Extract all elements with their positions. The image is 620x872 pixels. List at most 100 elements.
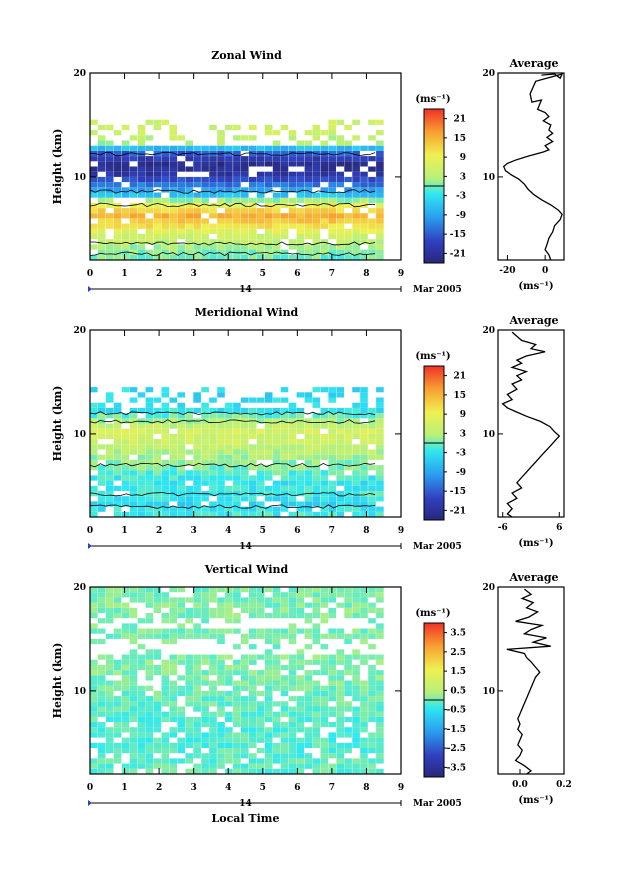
heatmap-cell [129, 758, 138, 764]
heatmap-cell [97, 675, 106, 681]
heatmap-cell [280, 465, 289, 471]
heatmap-cell [105, 711, 114, 717]
heatmap-cell [129, 664, 138, 671]
heatmap-cell [185, 156, 193, 162]
heatmap-cell [249, 208, 257, 214]
heatmap-cell [97, 192, 106, 198]
heatmap-cell [145, 654, 154, 660]
heatmap-cell [249, 423, 257, 429]
heatmap-cell [256, 156, 265, 162]
heatmap-cell [185, 501, 193, 507]
heatmap-cell [280, 675, 289, 681]
heatmap-cell [376, 130, 384, 136]
y-axis-label: Height (km) [51, 643, 64, 719]
heatmap-cell [169, 654, 178, 660]
heatmap-cell [336, 454, 344, 460]
heatmap-cell [336, 649, 344, 655]
heatmap-cell [336, 742, 344, 748]
heatmap-cell [201, 602, 209, 608]
heatmap-cell [288, 628, 297, 634]
heatmap-cell [113, 161, 122, 167]
heatmap-cell [169, 187, 178, 193]
heatmap-cell [368, 192, 376, 198]
heatmap-cell [280, 763, 289, 769]
heatmap-cell [304, 758, 313, 764]
heatmap-cell [90, 428, 98, 434]
heatmap-cell [320, 742, 329, 748]
heatmap-cell [217, 145, 225, 151]
heatmap-cell [233, 465, 241, 471]
heatmap-cell [161, 680, 170, 686]
heatmap-cell [272, 254, 281, 260]
heatmap-cell [201, 670, 209, 676]
heatmap-cell [201, 439, 209, 445]
heatmap-cell [336, 628, 344, 634]
heatmap-cell [105, 392, 114, 398]
heatmap-cell [264, 213, 273, 219]
heatmap-cell [90, 501, 98, 507]
heatmap-cell [90, 244, 98, 250]
heatmap-cell [272, 465, 281, 471]
heatmap-cell [105, 701, 114, 707]
heatmap-cell [137, 213, 146, 219]
heatmap-cell [121, 187, 130, 193]
heatmap-cell [201, 496, 209, 502]
heatmap-cell [233, 187, 241, 193]
heatmap-cell [169, 670, 178, 676]
heatmap-cell [209, 166, 217, 172]
heatmap-cell [241, 213, 249, 219]
heatmap-cell [264, 130, 273, 136]
heatmap-cell [264, 182, 273, 188]
heatmap-cell [121, 737, 130, 743]
heatmap-cell [113, 413, 122, 419]
heatmap-cell [201, 506, 209, 512]
heatmap-cell [233, 506, 241, 512]
heatmap-cell [233, 234, 241, 240]
heatmap-cell [185, 716, 193, 723]
heatmap-cell [97, 696, 106, 702]
heatmap-cell [193, 727, 201, 733]
heatmap-cell [217, 213, 225, 219]
heatmap-cell [249, 722, 257, 728]
x-tick-label: 8 [363, 526, 369, 536]
heatmap-cell [304, 485, 313, 491]
heatmap-cell [233, 711, 241, 717]
heatmap-cell [368, 418, 376, 424]
heatmap-cell [272, 711, 281, 717]
heatmap-cell [328, 607, 336, 613]
heatmap-cell [256, 218, 265, 224]
heatmap-cell [336, 491, 344, 497]
heatmap-cell [360, 475, 368, 481]
heatmap-cell [185, 613, 193, 619]
heatmap-cell [145, 407, 154, 414]
heatmap-cell [352, 491, 360, 497]
heatmap-cell [360, 753, 368, 759]
heatmap-cell [241, 597, 249, 603]
heatmap-cell [256, 716, 265, 723]
heatmap-cell [129, 670, 138, 676]
heatmap-cell [280, 387, 289, 393]
heatmap-cell [145, 418, 154, 424]
heatmap-cell [304, 696, 313, 702]
heatmap-cell [376, 433, 384, 440]
heatmap-cell [352, 156, 360, 162]
heatmap-cell [328, 742, 336, 748]
heatmap-cell [304, 161, 313, 167]
heatmap-cell [209, 439, 217, 445]
colorbar-tick-label: -21 [450, 506, 466, 516]
heatmap-cell [368, 475, 376, 481]
heatmap-cell [368, 501, 376, 507]
heatmap-cell [145, 187, 154, 193]
heatmap-cell [169, 701, 178, 707]
heatmap-cell [129, 763, 138, 769]
heatmap-cell [121, 628, 130, 634]
heatmap-cell [256, 145, 265, 151]
heatmap-cell [272, 602, 281, 608]
heatmap-cell [312, 628, 321, 634]
heatmap-cell [105, 140, 114, 146]
heatmap-cell [233, 597, 241, 603]
heatmap-cell [336, 511, 344, 517]
heatmap-cell [344, 433, 352, 440]
heatmap-cell [272, 685, 281, 691]
heatmap-cell [320, 423, 329, 429]
